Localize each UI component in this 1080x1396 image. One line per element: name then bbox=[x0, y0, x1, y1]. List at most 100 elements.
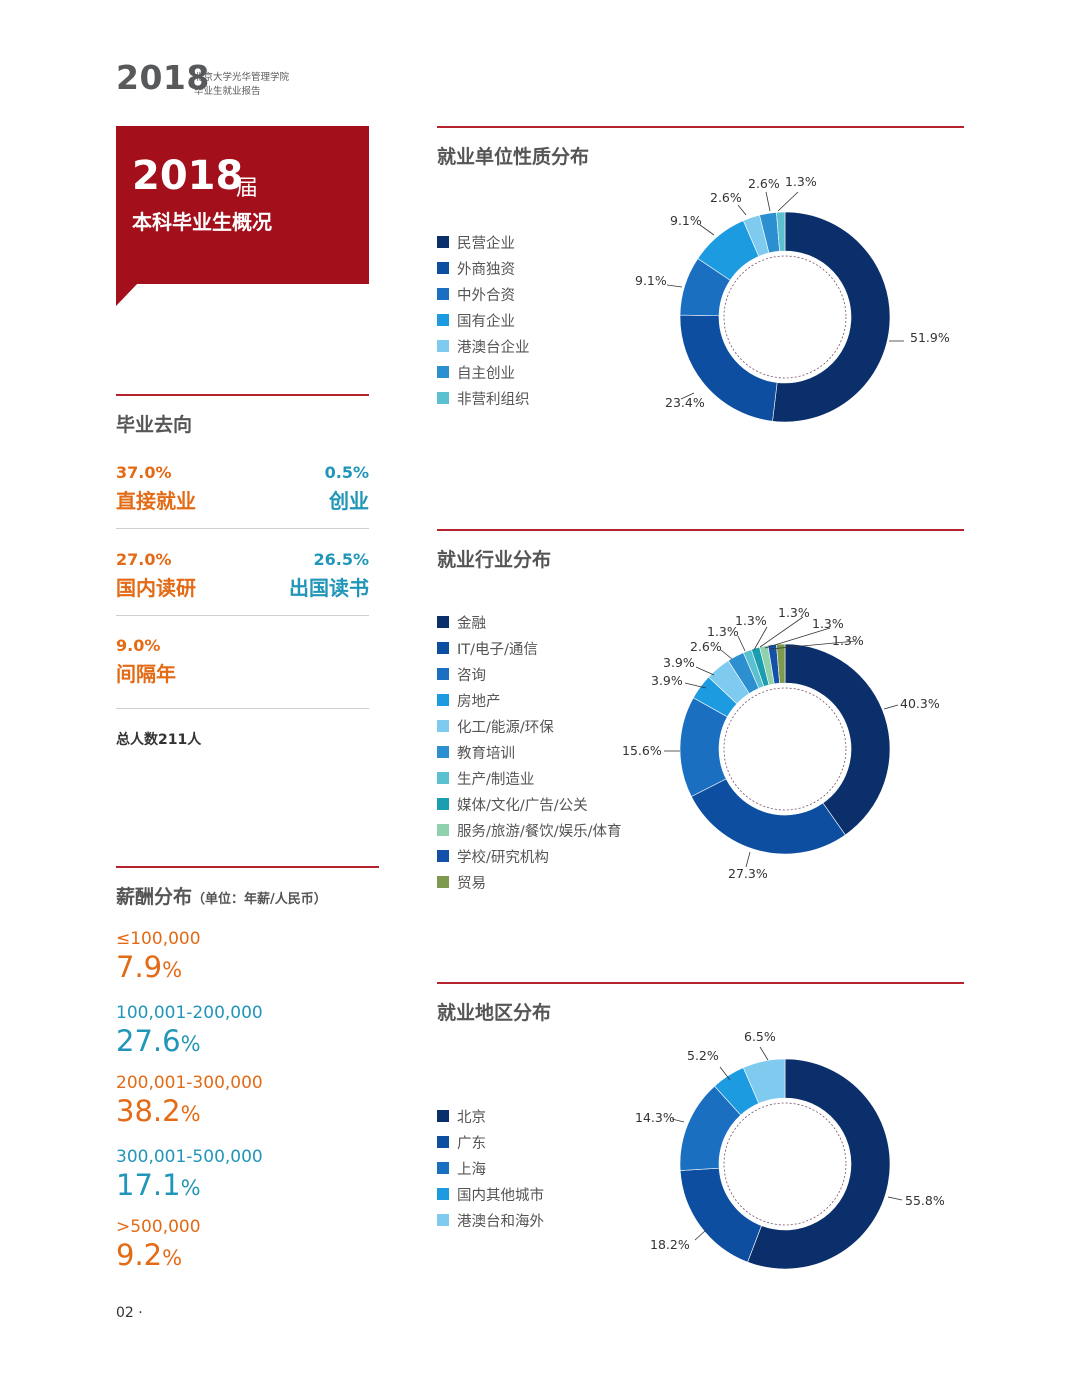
chart1-legend-swatch bbox=[437, 288, 449, 300]
salary-value-2-number: 27.6 bbox=[116, 1024, 181, 1058]
chart1-legend-item: 外商独资 bbox=[437, 255, 530, 281]
chart2-data-label-3: 3.9% bbox=[651, 673, 683, 688]
overview-subtitle: 本科毕业生概况 bbox=[132, 210, 272, 234]
chart2-data-label-10: 1.3% bbox=[832, 633, 864, 648]
chart1-legend-label: 国有企业 bbox=[457, 313, 515, 330]
chart3-data-label-3: 5.2% bbox=[687, 1048, 719, 1063]
chart3-slice-0 bbox=[747, 1058, 891, 1270]
chart1-leader-2 bbox=[666, 284, 683, 288]
chart1-slice-0 bbox=[772, 211, 891, 423]
chart3-title: 就业地区分布 bbox=[437, 1002, 552, 1024]
destination-pct-employed: 37.0% bbox=[116, 463, 172, 482]
chart3-legend-swatch bbox=[437, 1110, 449, 1122]
header-report: 毕业生就业报告 bbox=[194, 86, 261, 97]
chart3-legend-label: 上海 bbox=[457, 1161, 486, 1178]
chart2-inner-ring bbox=[723, 687, 847, 811]
chart2-data-label-7: 1.3% bbox=[735, 613, 767, 628]
salary-heading: 薪酬分布（单位：年薪/人民币） bbox=[116, 882, 327, 909]
salary-value-5: 9.2% bbox=[116, 1238, 182, 1272]
chart2-legend-swatch bbox=[437, 772, 449, 784]
chart2-slice-0 bbox=[784, 643, 891, 836]
page-number: 02 · bbox=[116, 1305, 143, 1321]
chart2-legend-label: 房地产 bbox=[457, 693, 501, 710]
chart2-leader-5 bbox=[720, 649, 733, 660]
chart3-legend-item: 上海 bbox=[437, 1155, 544, 1181]
chart3-legend-swatch bbox=[437, 1214, 449, 1226]
salary-range-2: 100,001-200,000 bbox=[116, 1003, 263, 1023]
chart3-inner-ring bbox=[723, 1102, 847, 1226]
chart3-data-label-4: 6.5% bbox=[744, 1029, 776, 1044]
overview-year: 2018 bbox=[132, 153, 244, 199]
chart1-slice-6 bbox=[776, 211, 786, 252]
chart2-data-label-0: 40.3% bbox=[900, 696, 940, 711]
chart2-title: 就业行业分布 bbox=[437, 549, 552, 571]
destination-label-gap: 间隔年 bbox=[116, 662, 176, 686]
chart2-leader-3 bbox=[684, 682, 707, 689]
chart2-legend-item: 咨询 bbox=[437, 661, 622, 687]
salary-unit: （单位：年薪/人民币） bbox=[192, 892, 327, 907]
chart2-legend-item: 贸易 bbox=[437, 869, 622, 895]
chart1-donut: 51.9% 23.4% 9.1% 9.1% 2.6% 2.6% 1.3% bbox=[635, 174, 950, 423]
chart2-legend-swatch bbox=[437, 642, 449, 654]
chart2-leader-7 bbox=[753, 626, 768, 651]
chart3-legend-label: 北京 bbox=[457, 1109, 486, 1126]
salary-value-1-number: 7.9 bbox=[116, 950, 163, 984]
salary-top-rule bbox=[116, 866, 379, 868]
chart1-legend-item: 非营利组织 bbox=[437, 385, 530, 411]
chart2-data-label-2: 15.6% bbox=[622, 743, 662, 758]
chart1-legend-swatch bbox=[437, 236, 449, 248]
destination-divider-1 bbox=[116, 528, 369, 529]
chart1-legend-swatch bbox=[437, 392, 449, 404]
salary-value-1: 7.9% bbox=[116, 950, 182, 984]
chart3-leader-2 bbox=[671, 1118, 685, 1123]
chart2-data-label-1: 27.3% bbox=[728, 866, 768, 881]
chart2-data-label-5: 2.6% bbox=[690, 639, 722, 654]
chart2-legend-item: 服务/旅游/餐饮/娱乐/体育 bbox=[437, 817, 622, 843]
chart1-data-label-5: 2.6% bbox=[748, 176, 780, 191]
salary-value-2: 27.6% bbox=[116, 1024, 201, 1058]
chart2-legend-item: 金融 bbox=[437, 609, 622, 635]
chart2-legend-swatch bbox=[437, 668, 449, 680]
chart1-leader-1 bbox=[680, 392, 695, 400]
chart2-legend-label: 媒体/文化/广告/公关 bbox=[457, 797, 588, 814]
destination-label-startup: 创业 bbox=[329, 489, 369, 513]
overview-box-tail bbox=[116, 283, 138, 306]
chart3-legend-item: 广东 bbox=[437, 1129, 544, 1155]
header-year: 2018 bbox=[116, 58, 210, 97]
chart1-legend: 民营企业 外商独资 中外合资 国有企业 港澳台企业 自主创业 非营利组织 bbox=[437, 229, 530, 411]
salary-value-4-number: 17.1 bbox=[116, 1168, 181, 1202]
chart2-legend-label: 教育培训 bbox=[457, 745, 515, 762]
chart2-legend-swatch bbox=[437, 850, 449, 862]
destination-divider-2 bbox=[116, 615, 369, 616]
chart2-leader-4 bbox=[695, 666, 715, 676]
chart3-data-label-1: 18.2% bbox=[650, 1237, 690, 1252]
chart2-data-label-4: 3.9% bbox=[663, 655, 695, 670]
chart2-legend-label: 贸易 bbox=[457, 875, 486, 892]
destination-label-domestic: 国内读研 bbox=[116, 576, 196, 600]
chart3-leader-3 bbox=[719, 1066, 731, 1081]
chart2-legend-item: 房地产 bbox=[437, 687, 622, 713]
chart1-legend-item: 民营企业 bbox=[437, 229, 530, 255]
destination-top-rule bbox=[116, 394, 369, 396]
chart3-legend-swatch bbox=[437, 1188, 449, 1200]
chart2-legend-item: 化工/能源/环保 bbox=[437, 713, 622, 739]
salary-range-1: ≤100,000 bbox=[116, 929, 201, 949]
chart2-leader-8 bbox=[759, 616, 804, 648]
chart2-legend-swatch bbox=[437, 694, 449, 706]
chart2-legend-label: 生产/制造业 bbox=[457, 771, 535, 788]
chart1-legend-swatch bbox=[437, 340, 449, 352]
chart1-data-label-0: 51.9% bbox=[910, 330, 950, 345]
chart2-legend-item: 学校/研究机构 bbox=[437, 843, 622, 869]
chart2-legend-swatch bbox=[437, 798, 449, 810]
chart2-slice-1 bbox=[690, 778, 846, 855]
chart3-legend-item: 国内其他城市 bbox=[437, 1181, 544, 1207]
chart3-legend-item: 港澳台和海外 bbox=[437, 1207, 544, 1233]
chart1-leader-5 bbox=[765, 191, 771, 212]
chart2-legend-item: 教育培训 bbox=[437, 739, 622, 765]
chart1-legend-label: 民营企业 bbox=[457, 235, 515, 252]
chart2-legend-label: IT/电子/通信 bbox=[457, 641, 538, 658]
chart2-legend: 金融 IT/电子/通信咨询房地产化工/能源/环保教育培训生产/制造业媒体/文化/广… bbox=[437, 609, 622, 895]
chart3-data-label-0: 55.8% bbox=[905, 1193, 945, 1208]
chart1-data-label-1: 23.4% bbox=[665, 395, 705, 410]
salary-value-1-unit: % bbox=[162, 958, 183, 982]
